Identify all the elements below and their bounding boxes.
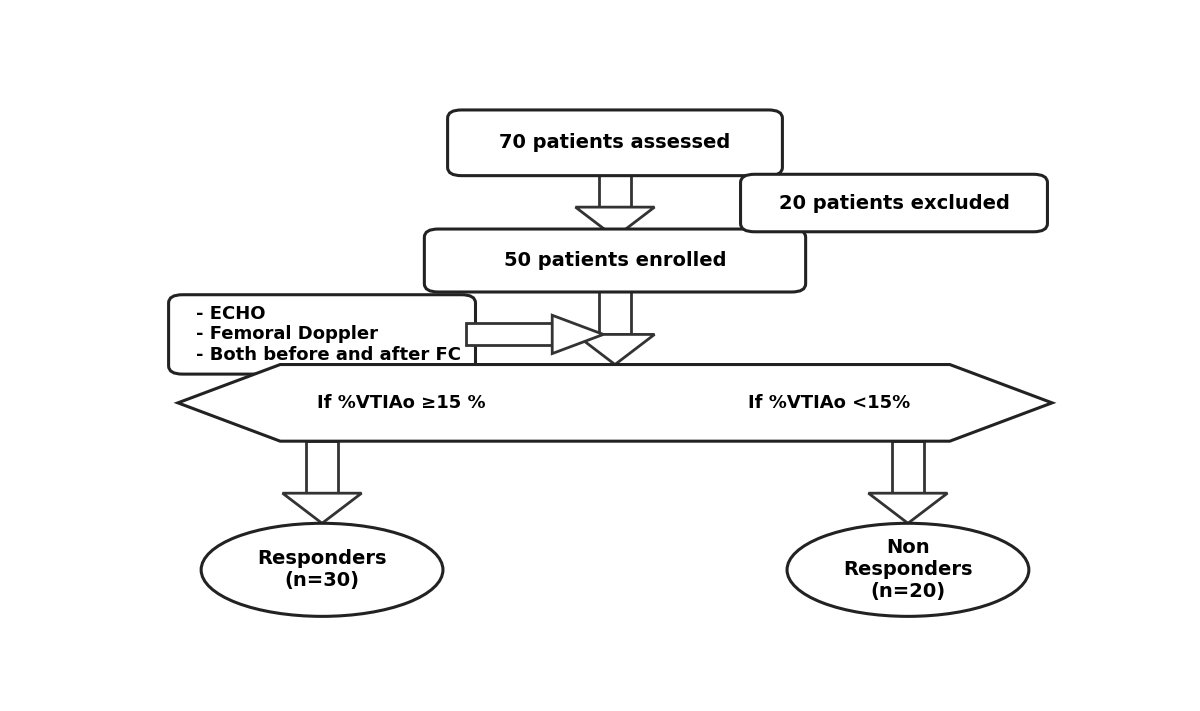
Polygon shape [576, 334, 654, 365]
Polygon shape [869, 493, 948, 523]
Text: 50 patients enrolled: 50 patients enrolled [504, 251, 726, 270]
Polygon shape [576, 207, 654, 237]
Ellipse shape [787, 523, 1028, 616]
FancyBboxPatch shape [168, 295, 475, 374]
Text: 20 patients excluded: 20 patients excluded [779, 193, 1009, 213]
FancyBboxPatch shape [448, 110, 782, 176]
Text: 70 patients assessed: 70 patients assessed [499, 133, 731, 152]
FancyBboxPatch shape [740, 174, 1048, 232]
Polygon shape [306, 441, 338, 493]
Ellipse shape [202, 523, 443, 616]
Polygon shape [466, 324, 552, 346]
Polygon shape [599, 168, 631, 207]
Polygon shape [178, 365, 1052, 441]
Polygon shape [282, 493, 361, 523]
Polygon shape [552, 315, 604, 353]
Text: If %VTIAo ≥15 %: If %VTIAo ≥15 % [317, 394, 486, 412]
Text: Responders
(n=30): Responders (n=30) [257, 550, 386, 590]
Text: - ECHO
- Femoral Doppler
- Both before and after FC: - ECHO - Femoral Doppler - Both before a… [197, 304, 462, 364]
Polygon shape [599, 284, 631, 334]
Text: Non
Responders
(n=20): Non Responders (n=20) [844, 538, 973, 602]
Text: If %VTIAo <15%: If %VTIAo <15% [748, 394, 910, 412]
Polygon shape [892, 441, 924, 493]
FancyBboxPatch shape [425, 229, 805, 292]
